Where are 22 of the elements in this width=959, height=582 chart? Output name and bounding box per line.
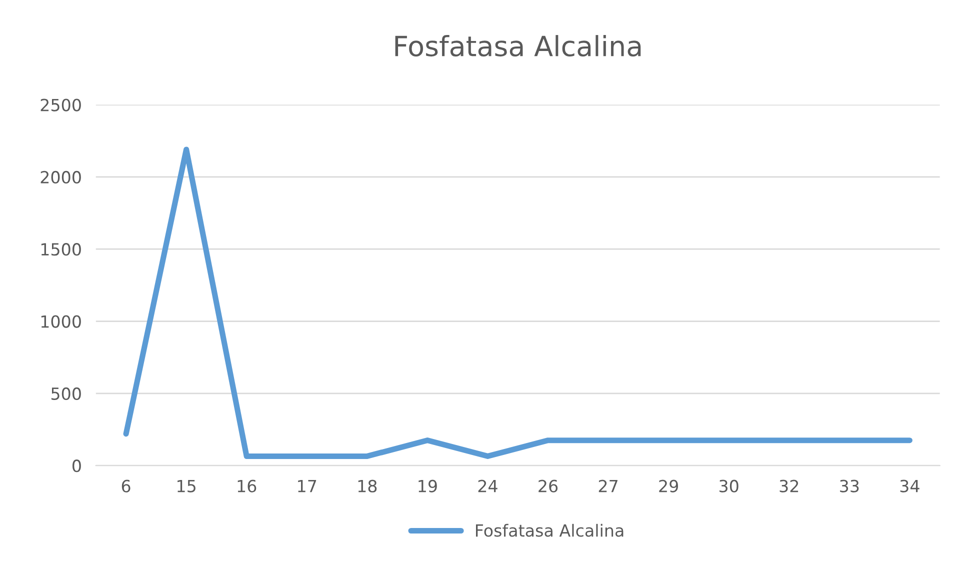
x-tick-label: 32: [780, 480, 798, 492]
x-tick-label: 19: [418, 480, 437, 492]
y-tick-label: 2500: [40, 98, 81, 112]
chart-title: Fosfatasa Alcalina: [395, 35, 641, 57]
x-tick-label: 24: [478, 480, 498, 492]
y-tick-label: 1500: [41, 243, 81, 256]
x-tick-label: 6: [122, 480, 130, 492]
y-tick-label: 0: [72, 460, 81, 472]
x-tick-label: 27: [598, 480, 618, 492]
y-tick-label: 2000: [40, 170, 81, 184]
x-tick-label: 16: [238, 480, 256, 492]
y-tick-label: 1000: [41, 315, 81, 328]
x-tick-label: 34: [900, 480, 920, 492]
x-tick-label: 30: [720, 480, 738, 492]
x-tick-label: 15: [178, 480, 196, 492]
y-tick-label: 500: [51, 387, 81, 400]
x-tick-label: 26: [538, 480, 558, 492]
x-tick-label: 33: [840, 480, 859, 492]
x-tick-label: 18: [358, 480, 377, 492]
x-tick-label: 17: [298, 480, 316, 492]
legend-label: Fosfatasa Alcalina: [476, 524, 624, 537]
x-tick-label: 29: [659, 480, 678, 492]
